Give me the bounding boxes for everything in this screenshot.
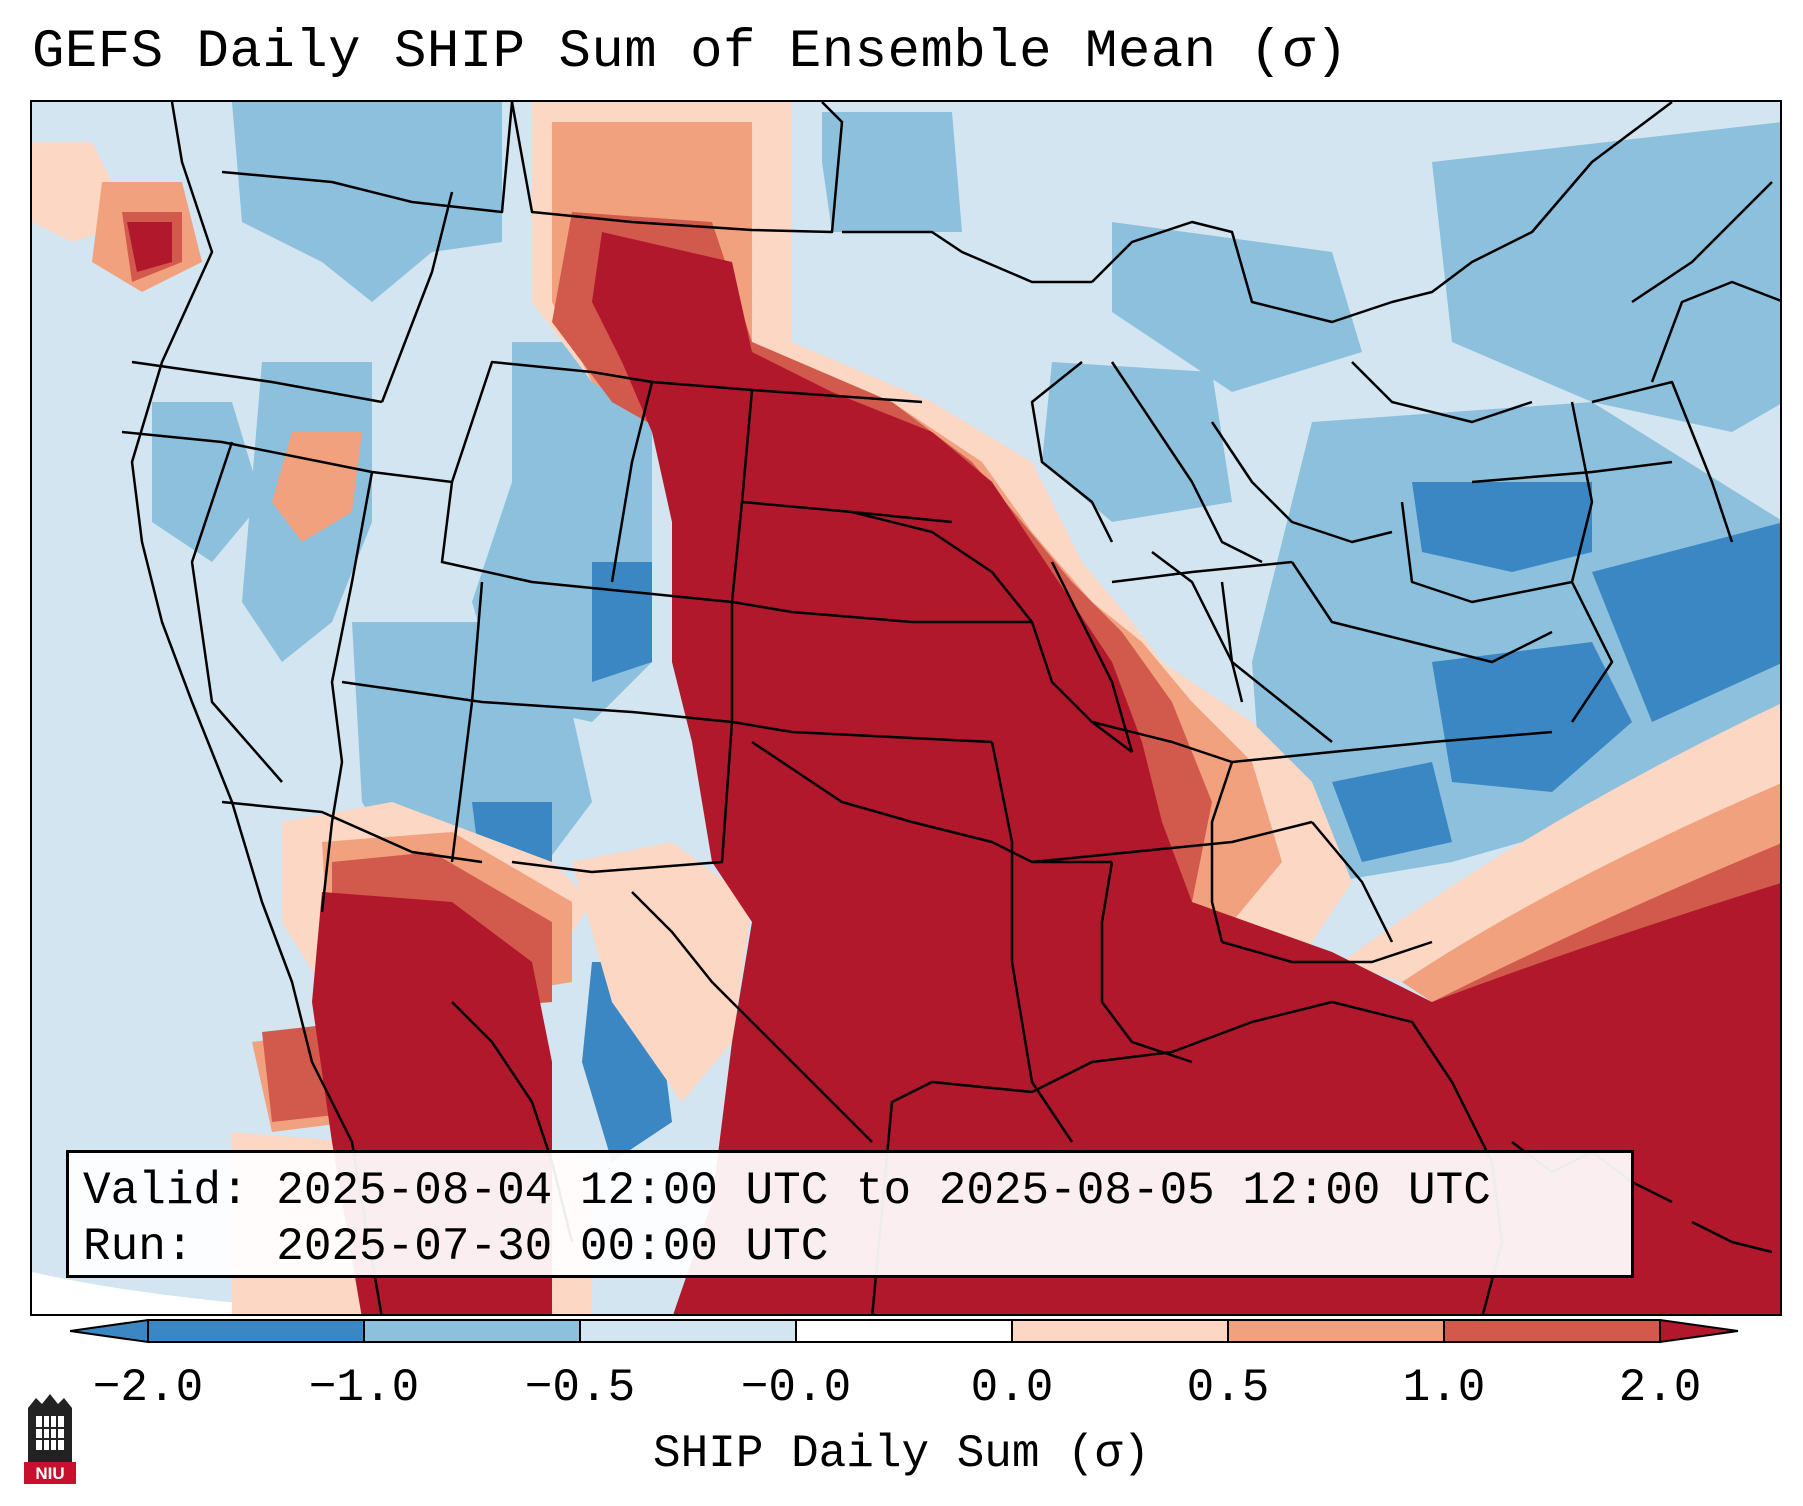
colorbar-extend-low [70, 1318, 149, 1344]
logo-text: NIU [35, 1464, 64, 1483]
colorbar-tick-label: 1.0 [1402, 1362, 1486, 1414]
colorbar-tick-label: 2.0 [1618, 1362, 1702, 1414]
colorbar-segment-2 [364, 1320, 580, 1342]
colorbar-tick-label: −1.0 [308, 1362, 420, 1414]
out-of-domain-corner [32, 1272, 404, 1314]
map-panel [30, 100, 1782, 1316]
run-time-text: Run: 2025-07-30 00:00 UTC [83, 1221, 829, 1273]
colorbar-tick-label: −0.5 [524, 1362, 636, 1414]
colorbar-tick-label: −0.0 [740, 1362, 852, 1414]
colorbar-tick-label: 0.5 [1186, 1362, 1270, 1414]
valid-time-text: Valid: 2025-08-04 12:00 UTC to 2025-08-0… [83, 1165, 1491, 1217]
colorbar-tick-label: 0.0 [970, 1362, 1054, 1414]
colorbar-segment-6 [1228, 1320, 1444, 1342]
colorbar-segment-1 [148, 1320, 364, 1342]
map-canvas [32, 102, 1780, 1314]
colorbar [70, 1318, 1739, 1344]
colorbar-title: SHIP Daily Sum (σ) [653, 1428, 1150, 1480]
colorbar-segment-5 [1012, 1320, 1228, 1342]
colorbar-segment-3 [580, 1320, 796, 1342]
political-borders [121, 102, 1780, 1314]
colorbar-ticks [147, 1320, 1661, 1342]
niu-logo-icon: NIU [24, 1394, 76, 1484]
colorbar-extend-high [1659, 1318, 1739, 1344]
validity-info-box: Valid: 2025-08-04 12:00 UTC to 2025-08-0… [66, 1150, 1634, 1278]
colorbar-segment-4 [796, 1320, 1012, 1342]
colorbar-tick-label: −2.0 [92, 1362, 204, 1414]
page-title: GEFS Daily SHIP Sum of Ensemble Mean (σ) [32, 22, 1349, 83]
colorbar-segment-7 [1444, 1320, 1660, 1342]
